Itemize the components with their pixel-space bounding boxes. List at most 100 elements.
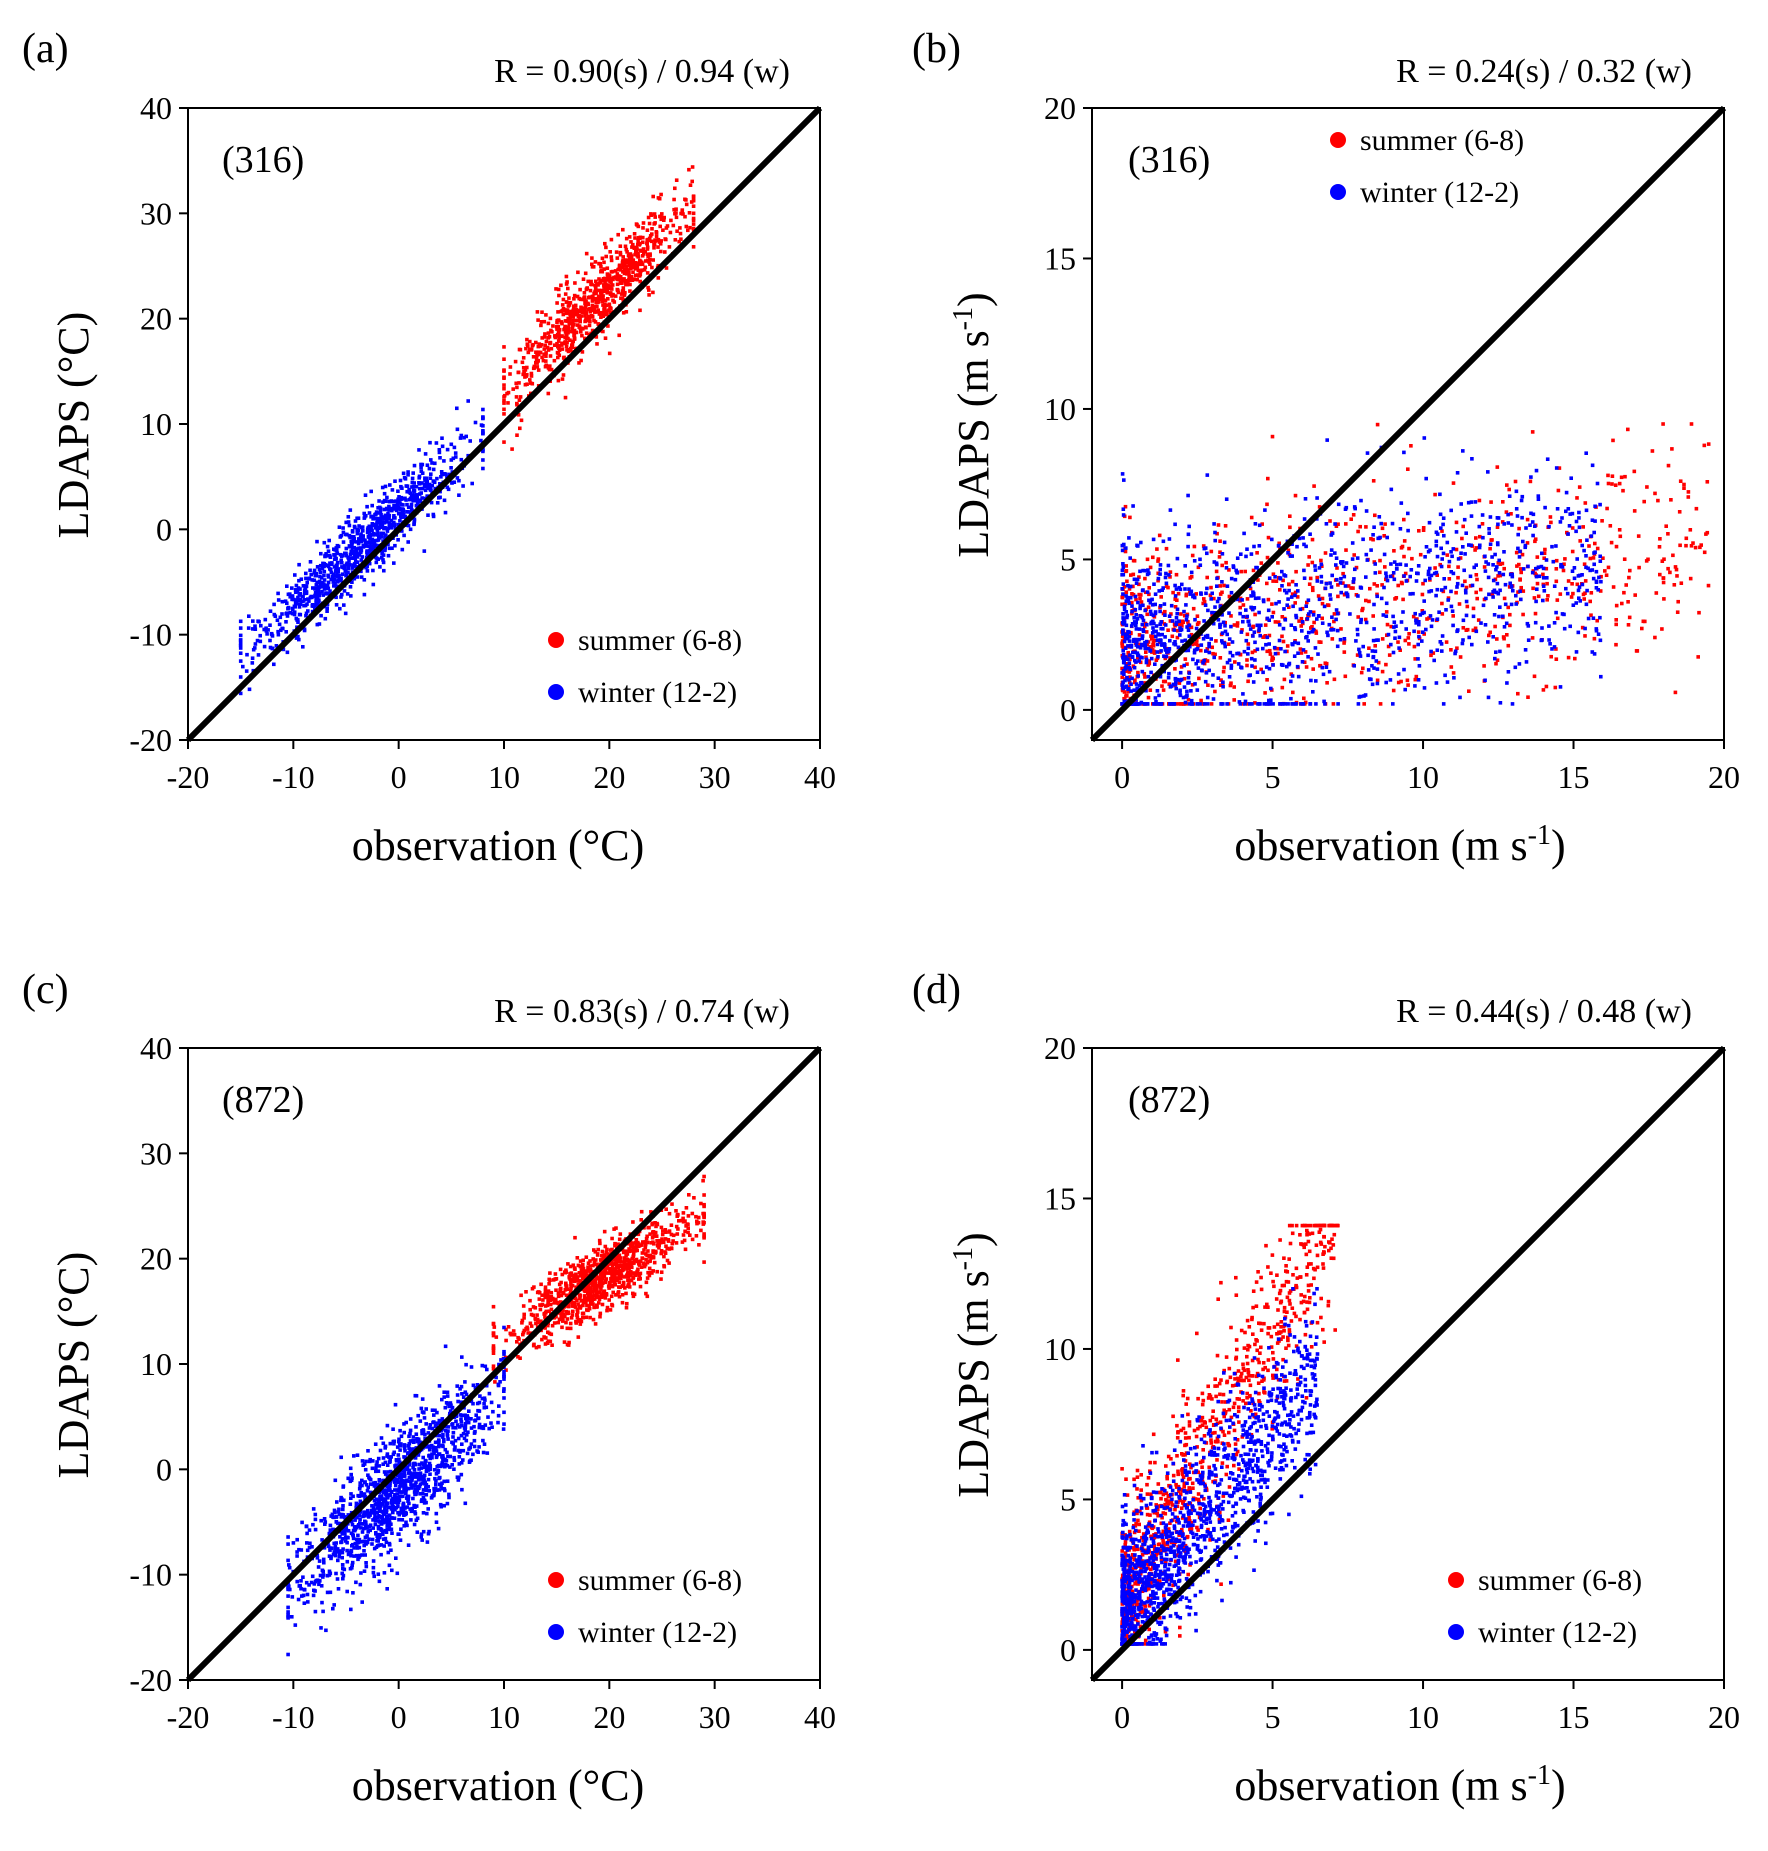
data-point <box>1180 628 1184 632</box>
data-point <box>1439 513 1443 517</box>
data-point <box>1444 608 1448 612</box>
data-point <box>1497 559 1501 563</box>
data-point <box>1373 562 1377 566</box>
data-point <box>630 1279 634 1283</box>
data-point <box>399 479 403 483</box>
data-point <box>1272 611 1276 615</box>
data-point <box>407 506 411 510</box>
data-point <box>1213 539 1217 543</box>
data-point <box>1484 560 1488 564</box>
data-point <box>1527 638 1531 642</box>
data-point <box>1331 637 1335 641</box>
data-point <box>251 619 255 623</box>
data-point <box>632 1282 636 1286</box>
data-point <box>1274 652 1278 656</box>
data-point <box>1401 598 1405 602</box>
data-point <box>1456 576 1460 580</box>
data-point <box>1559 685 1563 689</box>
data-point <box>579 298 583 302</box>
data-point <box>1277 544 1281 548</box>
data-point <box>1452 481 1456 485</box>
data-point <box>1375 595 1379 599</box>
data-point <box>1132 559 1136 563</box>
data-point <box>1276 561 1280 565</box>
data-point <box>1691 541 1695 545</box>
data-point <box>1335 608 1339 612</box>
data-point <box>1130 610 1134 614</box>
data-point <box>1435 544 1439 548</box>
data-point <box>1296 665 1300 669</box>
data-point <box>1455 585 1459 589</box>
data-point <box>673 212 677 216</box>
data-point <box>621 289 625 293</box>
data-point <box>1336 612 1340 616</box>
data-point <box>1706 480 1710 484</box>
data-point <box>297 563 301 567</box>
data-point <box>631 1292 635 1296</box>
data-point <box>1687 490 1691 494</box>
data-point <box>1450 665 1454 669</box>
data-point <box>401 503 405 507</box>
data-point <box>657 238 661 242</box>
data-point <box>1498 650 1502 654</box>
data-point <box>1267 598 1271 602</box>
data-point <box>1143 702 1147 706</box>
data-point <box>1446 541 1450 545</box>
data-point <box>1633 509 1637 513</box>
data-point <box>1505 633 1509 637</box>
data-point <box>356 560 360 564</box>
data-point <box>1250 657 1254 661</box>
data-point <box>1311 667 1315 671</box>
data-point <box>1666 532 1670 536</box>
data-point <box>1605 573 1609 577</box>
data-point <box>1167 676 1171 680</box>
data-point <box>1514 594 1518 598</box>
data-point <box>592 1318 596 1322</box>
data-point <box>1599 639 1603 643</box>
data-point <box>1515 507 1519 511</box>
data-point <box>1399 563 1403 567</box>
data-point <box>1430 625 1434 629</box>
data-point <box>1658 573 1662 577</box>
data-point <box>546 336 550 340</box>
data-point <box>1416 572 1420 576</box>
data-point <box>1144 650 1148 654</box>
data-point <box>239 634 243 638</box>
data-point <box>604 288 608 292</box>
data-point <box>281 600 285 604</box>
data-point <box>1448 560 1452 564</box>
data-point <box>1449 509 1453 513</box>
data-point <box>1699 543 1703 547</box>
data-point <box>1217 676 1221 680</box>
data-point <box>1545 558 1549 562</box>
data-point <box>1460 537 1464 541</box>
data-point <box>1463 552 1467 556</box>
data-point <box>1662 576 1666 580</box>
data-point <box>1367 600 1371 604</box>
data-point <box>1318 598 1322 602</box>
data-point <box>610 238 614 242</box>
data-point <box>420 481 424 485</box>
data-point <box>1611 474 1615 478</box>
data-point <box>646 271 650 275</box>
data-point <box>1462 569 1466 573</box>
data-point <box>1145 630 1149 634</box>
data-point <box>1165 582 1169 586</box>
y-tick-label: 20 <box>140 301 172 337</box>
data-point <box>615 250 619 254</box>
data-point <box>1626 428 1630 432</box>
data-point <box>1623 475 1627 479</box>
data-point <box>265 629 269 633</box>
data-point <box>1300 651 1304 655</box>
data-point <box>1470 643 1474 647</box>
data-point <box>1595 629 1599 633</box>
data-point <box>382 561 386 565</box>
data-point <box>1362 702 1366 706</box>
data-point <box>547 348 551 352</box>
data-point <box>631 271 635 275</box>
data-point <box>1225 497 1229 501</box>
data-point <box>1160 643 1164 647</box>
data-point <box>521 361 525 365</box>
data-point <box>1584 554 1588 558</box>
data-point <box>1590 534 1594 538</box>
